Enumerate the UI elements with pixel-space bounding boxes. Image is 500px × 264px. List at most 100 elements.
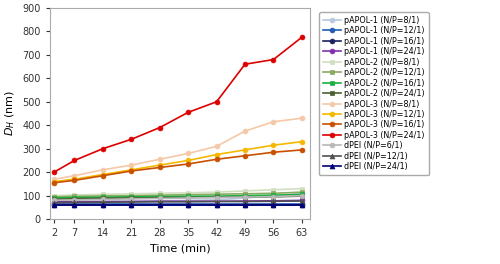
pAPOL-2 (N/P=24/1): [242, 195, 248, 199]
pAPOL-1 (N/P=16/1): [72, 204, 78, 207]
pAPOL-3 (N/P=8/1): [128, 164, 134, 167]
pAPOL-1 (N/P=12/1): [72, 202, 78, 205]
Y-axis label: $D_H$ (nm): $D_H$ (nm): [4, 91, 17, 136]
pAPOL-2 (N/P=16/1): [270, 194, 276, 197]
pAPOL-2 (N/P=8/1): [51, 194, 57, 197]
pAPOL-2 (N/P=12/1): [214, 193, 220, 196]
pAPOL-2 (N/P=12/1): [156, 194, 162, 197]
pAPOL-3 (N/P=16/1): [214, 158, 220, 161]
dPEI (N/P=24/1): [128, 204, 134, 207]
dPEI (N/P=6/1): [185, 196, 191, 200]
dPEI (N/P=6/1): [270, 195, 276, 198]
dPEI (N/P=12/1): [128, 200, 134, 204]
pAPOL-1 (N/P=12/1): [185, 202, 191, 205]
pAPOL-1 (N/P=16/1): [156, 204, 162, 207]
pAPOL-2 (N/P=24/1): [51, 197, 57, 201]
pAPOL-2 (N/P=16/1): [51, 196, 57, 200]
Line: dPEI (N/P=6/1): dPEI (N/P=6/1): [52, 193, 304, 203]
pAPOL-2 (N/P=16/1): [214, 195, 220, 198]
pAPOL-3 (N/P=12/1): [185, 159, 191, 162]
pAPOL-3 (N/P=16/1): [299, 148, 305, 152]
pAPOL-1 (N/P=8/1): [156, 199, 162, 202]
pAPOL-2 (N/P=16/1): [156, 195, 162, 198]
dPEI (N/P=12/1): [214, 200, 220, 203]
pAPOL-1 (N/P=8/1): [100, 200, 106, 203]
dPEI (N/P=6/1): [100, 198, 106, 201]
Line: dPEI (N/P=12/1): dPEI (N/P=12/1): [52, 199, 304, 205]
pAPOL-3 (N/P=12/1): [100, 173, 106, 176]
dPEI (N/P=24/1): [270, 204, 276, 207]
dPEI (N/P=12/1): [156, 200, 162, 203]
pAPOL-3 (N/P=8/1): [185, 152, 191, 155]
pAPOL-3 (N/P=24/1): [214, 100, 220, 103]
pAPOL-3 (N/P=16/1): [51, 181, 57, 184]
Line: pAPOL-3 (N/P=8/1): pAPOL-3 (N/P=8/1): [52, 116, 304, 182]
pAPOL-3 (N/P=8/1): [214, 145, 220, 148]
dPEI (N/P=24/1): [100, 204, 106, 207]
pAPOL-2 (N/P=8/1): [72, 193, 78, 196]
dPEI (N/P=12/1): [72, 201, 78, 204]
pAPOL-2 (N/P=12/1): [72, 195, 78, 198]
pAPOL-2 (N/P=24/1): [128, 196, 134, 200]
dPEI (N/P=24/1): [72, 204, 78, 207]
pAPOL-1 (N/P=8/1): [72, 201, 78, 204]
pAPOL-1 (N/P=16/1): [185, 204, 191, 207]
pAPOL-3 (N/P=12/1): [156, 164, 162, 167]
dPEI (N/P=12/1): [242, 200, 248, 203]
pAPOL-2 (N/P=12/1): [270, 192, 276, 195]
pAPOL-1 (N/P=24/1): [100, 200, 106, 203]
pAPOL-3 (N/P=8/1): [242, 130, 248, 133]
dPEI (N/P=12/1): [299, 200, 305, 203]
pAPOL-2 (N/P=12/1): [242, 192, 248, 195]
pAPOL-1 (N/P=24/1): [299, 199, 305, 202]
pAPOL-2 (N/P=24/1): [299, 195, 305, 198]
pAPOL-2 (N/P=8/1): [242, 189, 248, 192]
pAPOL-3 (N/P=8/1): [299, 117, 305, 120]
pAPOL-1 (N/P=24/1): [72, 200, 78, 203]
dPEI (N/P=12/1): [270, 200, 276, 203]
Line: dPEI (N/P=24/1): dPEI (N/P=24/1): [52, 202, 304, 208]
dPEI (N/P=12/1): [100, 201, 106, 204]
pAPOL-2 (N/P=8/1): [299, 187, 305, 190]
Line: pAPOL-3 (N/P=16/1): pAPOL-3 (N/P=16/1): [52, 148, 304, 185]
dPEI (N/P=24/1): [51, 204, 57, 207]
Line: pAPOL-1 (N/P=24/1): pAPOL-1 (N/P=24/1): [52, 198, 304, 204]
pAPOL-2 (N/P=24/1): [270, 195, 276, 199]
pAPOL-1 (N/P=8/1): [128, 200, 134, 203]
pAPOL-3 (N/P=16/1): [185, 162, 191, 166]
pAPOL-2 (N/P=24/1): [156, 196, 162, 199]
pAPOL-1 (N/P=12/1): [214, 202, 220, 205]
dPEI (N/P=6/1): [156, 197, 162, 200]
dPEI (N/P=6/1): [51, 199, 57, 202]
Line: pAPOL-3 (N/P=24/1): pAPOL-3 (N/P=24/1): [52, 35, 304, 175]
pAPOL-1 (N/P=16/1): [270, 204, 276, 207]
Line: pAPOL-1 (N/P=8/1): pAPOL-1 (N/P=8/1): [52, 191, 304, 205]
dPEI (N/P=12/1): [51, 201, 57, 204]
pAPOL-3 (N/P=24/1): [242, 63, 248, 66]
pAPOL-3 (N/P=16/1): [72, 179, 78, 182]
pAPOL-1 (N/P=12/1): [100, 202, 106, 205]
pAPOL-3 (N/P=8/1): [51, 178, 57, 181]
pAPOL-3 (N/P=24/1): [185, 111, 191, 114]
dPEI (N/P=24/1): [156, 204, 162, 207]
dPEI (N/P=6/1): [214, 196, 220, 199]
pAPOL-2 (N/P=24/1): [100, 197, 106, 200]
pAPOL-1 (N/P=8/1): [242, 196, 248, 200]
pAPOL-2 (N/P=16/1): [100, 196, 106, 199]
pAPOL-3 (N/P=24/1): [100, 147, 106, 150]
pAPOL-1 (N/P=8/1): [185, 199, 191, 202]
pAPOL-2 (N/P=8/1): [185, 191, 191, 194]
dPEI (N/P=12/1): [185, 200, 191, 203]
pAPOL-3 (N/P=8/1): [72, 174, 78, 177]
Line: pAPOL-1 (N/P=16/1): pAPOL-1 (N/P=16/1): [52, 202, 304, 208]
Line: pAPOL-2 (N/P=16/1): pAPOL-2 (N/P=16/1): [52, 192, 304, 200]
pAPOL-3 (N/P=24/1): [128, 138, 134, 141]
pAPOL-1 (N/P=12/1): [242, 202, 248, 205]
pAPOL-3 (N/P=12/1): [214, 153, 220, 156]
pAPOL-2 (N/P=16/1): [128, 195, 134, 199]
dPEI (N/P=24/1): [242, 204, 248, 207]
pAPOL-3 (N/P=16/1): [270, 151, 276, 154]
pAPOL-1 (N/P=24/1): [51, 200, 57, 203]
pAPOL-2 (N/P=12/1): [100, 194, 106, 197]
pAPOL-1 (N/P=12/1): [51, 202, 57, 205]
